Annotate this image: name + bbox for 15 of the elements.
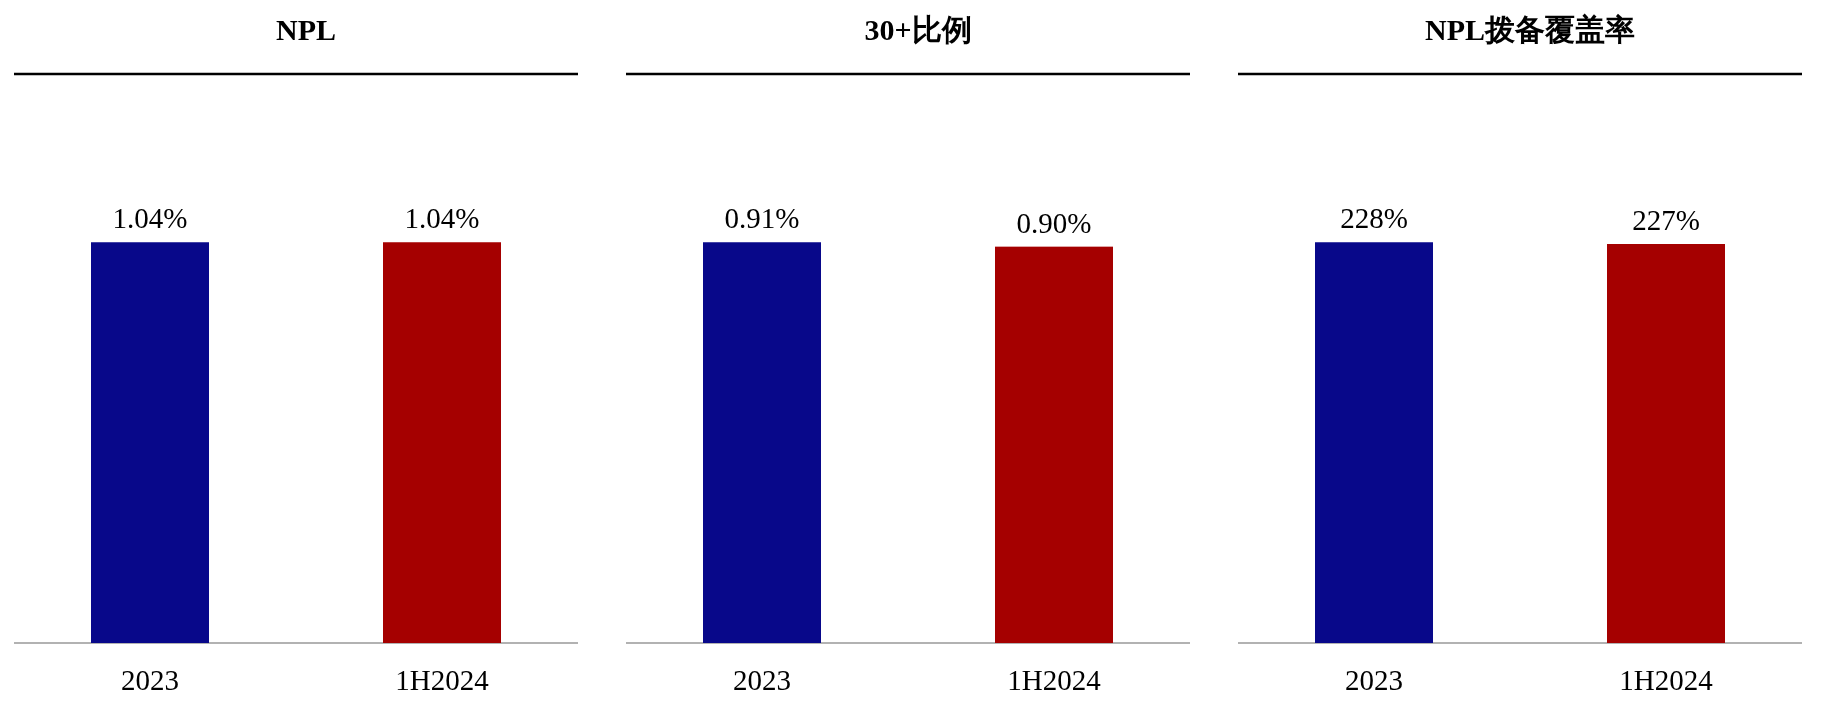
chart-title: NPL拨备覆盖率 bbox=[1425, 13, 1635, 46]
x-tick-label: 2023 bbox=[733, 664, 791, 696]
data-label: 1.04% bbox=[112, 202, 188, 235]
data-label: 228% bbox=[1340, 202, 1408, 235]
x-tick-label: 1H2024 bbox=[395, 664, 490, 696]
x-tick-label: 2023 bbox=[121, 664, 179, 696]
chart-title: 30+比例 bbox=[864, 13, 972, 46]
data-label: 0.91% bbox=[724, 202, 800, 235]
data-label: 0.90% bbox=[1016, 206, 1092, 239]
x-tick-label: 2023 bbox=[1345, 664, 1403, 696]
x-tick-label: 1H2024 bbox=[1619, 664, 1714, 696]
data-label: 1.04% bbox=[404, 202, 480, 235]
chart-title: NPL bbox=[276, 13, 336, 46]
data-label: 227% bbox=[1632, 204, 1700, 237]
x-tick-label: 1H2024 bbox=[1007, 664, 1102, 696]
